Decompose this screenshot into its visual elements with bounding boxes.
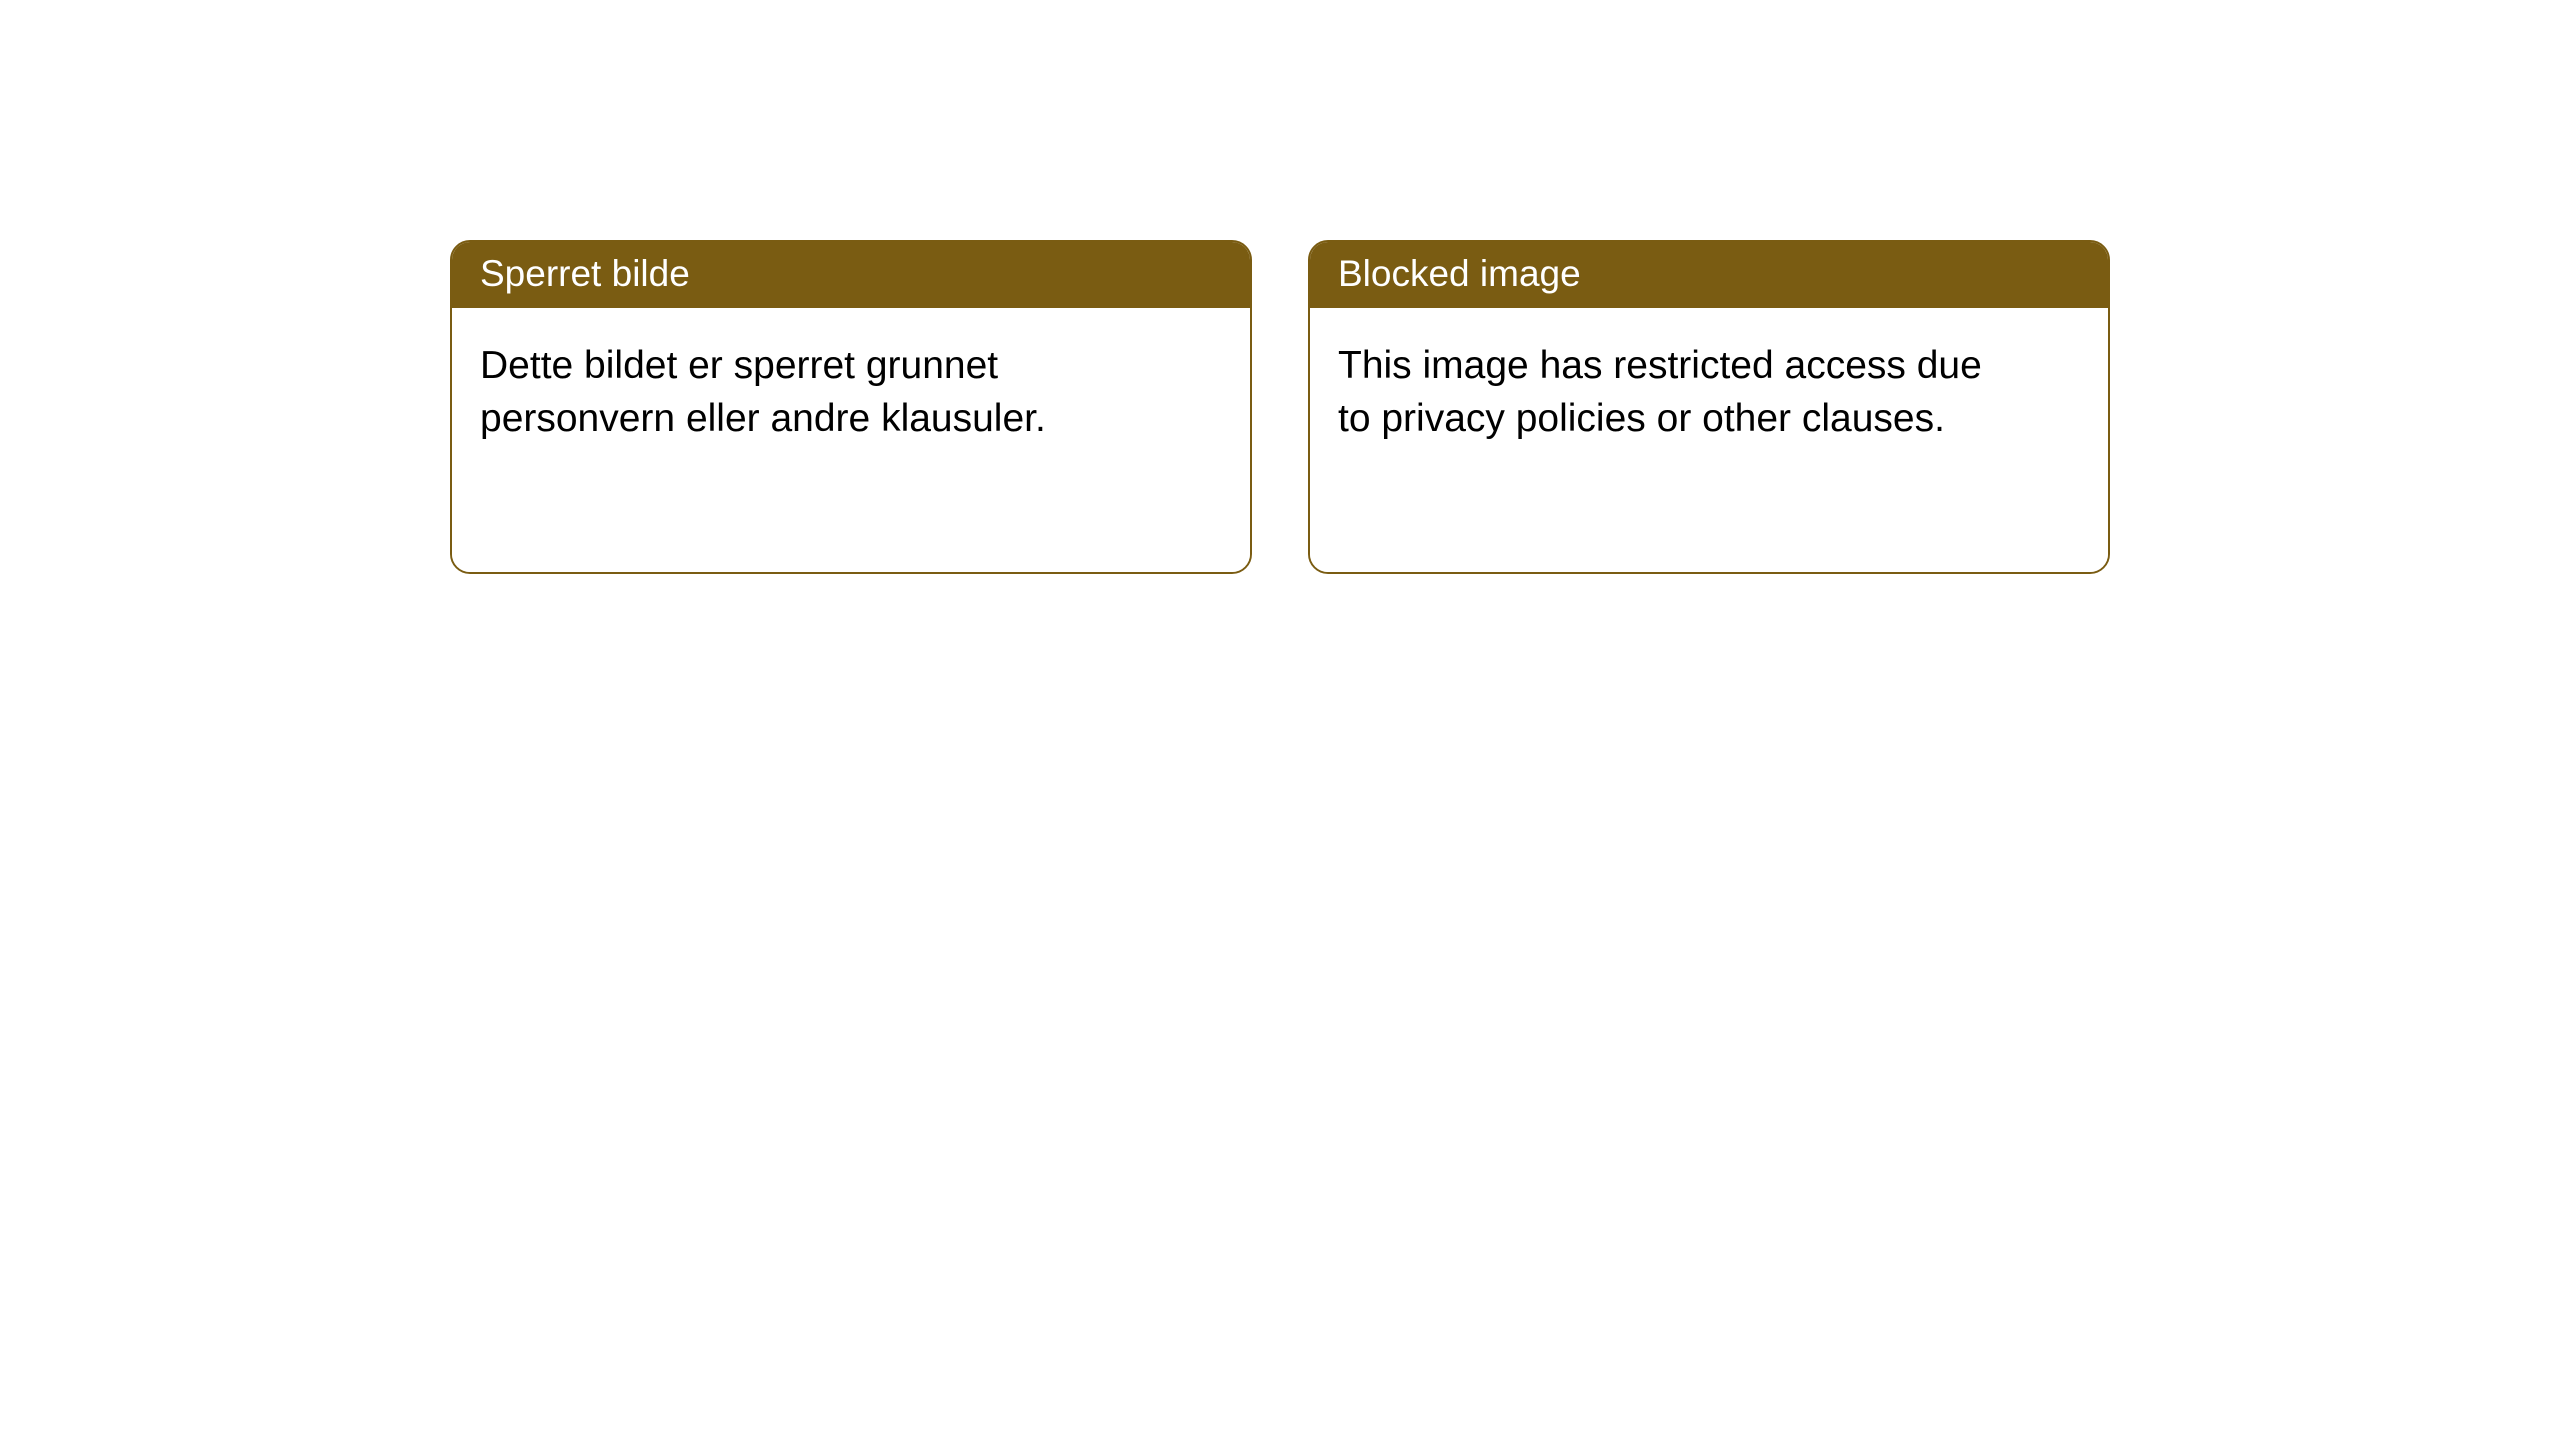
notice-card-title: Blocked image [1310, 242, 2108, 308]
notice-container: Sperret bilde Dette bildet er sperret gr… [0, 240, 2560, 574]
notice-card-text: This image has restricted access due to … [1338, 340, 2018, 445]
notice-card-body: This image has restricted access due to … [1310, 308, 2108, 572]
notice-card-english: Blocked image This image has restricted … [1308, 240, 2110, 574]
notice-card-norwegian: Sperret bilde Dette bildet er sperret gr… [450, 240, 1252, 574]
notice-card-title: Sperret bilde [452, 242, 1250, 308]
notice-card-text: Dette bildet er sperret grunnet personve… [480, 340, 1160, 445]
notice-card-body: Dette bildet er sperret grunnet personve… [452, 308, 1250, 572]
